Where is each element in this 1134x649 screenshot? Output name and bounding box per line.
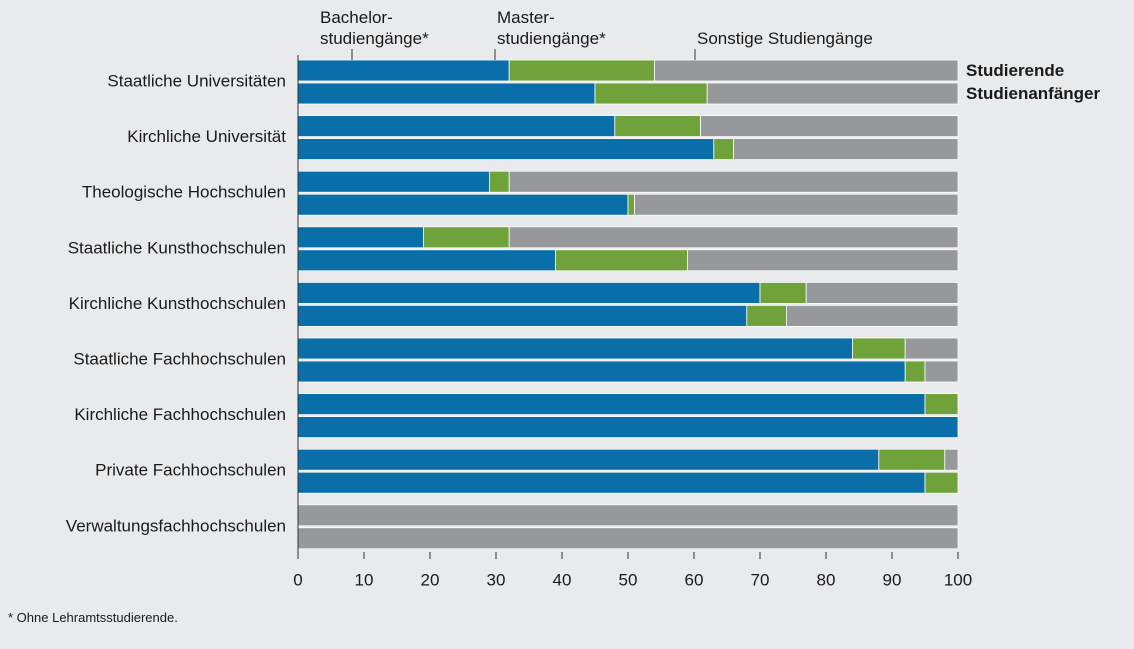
bar-segment (878, 448, 946, 471)
bar-segment (700, 115, 959, 137)
bar-segment (297, 416, 959, 439)
bar-segment (654, 59, 959, 82)
x-tick-label: 90 (883, 570, 902, 589)
x-tick-label: 60 (685, 570, 704, 589)
bar-segment (594, 82, 708, 105)
bar-segment (297, 527, 959, 550)
bar-segment (508, 226, 959, 249)
x-tick-label: 100 (944, 570, 972, 589)
legend-label: Master- studiengänge* (497, 8, 606, 48)
bar-segment (805, 281, 959, 304)
bar-segment (297, 170, 490, 193)
y-tick-label: Private Fachhochschulen (95, 461, 286, 480)
bar-segment (422, 226, 510, 249)
x-tick-label: 0 (293, 570, 302, 589)
bar-segment (297, 226, 424, 249)
bar-segment (706, 82, 959, 105)
y-tick-label: Staatliche Kunsthochschulen (68, 238, 286, 257)
bar-segment (786, 304, 959, 327)
bar-segment (297, 448, 880, 471)
x-tick-label: 20 (421, 570, 440, 589)
x-tick-label: 40 (553, 570, 572, 589)
bar-segment (904, 360, 926, 383)
bar-segment (297, 304, 748, 327)
footnote: * Ohne Lehramtsstudierende. (8, 610, 178, 625)
bar-segment (297, 337, 853, 360)
bar-segment (297, 393, 926, 416)
y-tick-label: Kirchliche Universität (127, 127, 286, 146)
x-tick-label: 10 (355, 570, 374, 589)
bar-segment (759, 281, 807, 304)
y-tick-label: Staatliche Universitäten (107, 71, 286, 90)
bar-segment (297, 82, 596, 105)
bar-segment (555, 249, 688, 272)
y-tick-label: Staatliche Fachhochschulen (73, 349, 286, 368)
legend-label: Sonstige Studiengänge (697, 29, 873, 48)
bar-segment (297, 471, 926, 494)
bar-segment (508, 170, 959, 193)
bar-segment (508, 59, 655, 82)
bar-segment (297, 193, 629, 216)
bar-segment (924, 360, 959, 383)
bar-segment (627, 193, 635, 216)
bar-segment (297, 138, 715, 161)
bar-segment (297, 59, 510, 82)
bar-segment (733, 138, 959, 161)
group-label: Studierende (966, 61, 1064, 80)
bar-segment (944, 448, 959, 471)
y-tick-label: Kirchliche Kunsthochschulen (69, 294, 286, 313)
bar-segment (488, 170, 510, 193)
bar-segment (297, 504, 959, 527)
bar-segment (297, 115, 616, 137)
bar-segment (713, 138, 734, 161)
bar-segment (297, 281, 761, 304)
x-tick-label: 70 (751, 570, 770, 589)
x-tick-label: 80 (817, 570, 836, 589)
bar-segment (297, 360, 906, 383)
bar-segment (614, 115, 701, 137)
x-tick-label: 30 (487, 570, 506, 589)
y-tick-label: Theologische Hochschulen (82, 183, 286, 202)
bar-segment (924, 393, 959, 416)
y-tick-label: Kirchliche Fachhochschulen (74, 405, 286, 424)
bar-segment (687, 249, 959, 272)
bar-segment (297, 249, 556, 272)
group-label: Studienanfänger (966, 84, 1101, 103)
bar-segment (634, 193, 959, 216)
bar-segment (924, 471, 959, 494)
bar-segment (852, 337, 906, 360)
bar-segment (746, 304, 787, 327)
legend-label: Bachelor- studiengänge* (320, 8, 429, 48)
y-tick-label: Verwaltungsfachhochschulen (66, 516, 286, 535)
x-tick-label: 50 (619, 570, 638, 589)
bar-segment (904, 337, 959, 360)
